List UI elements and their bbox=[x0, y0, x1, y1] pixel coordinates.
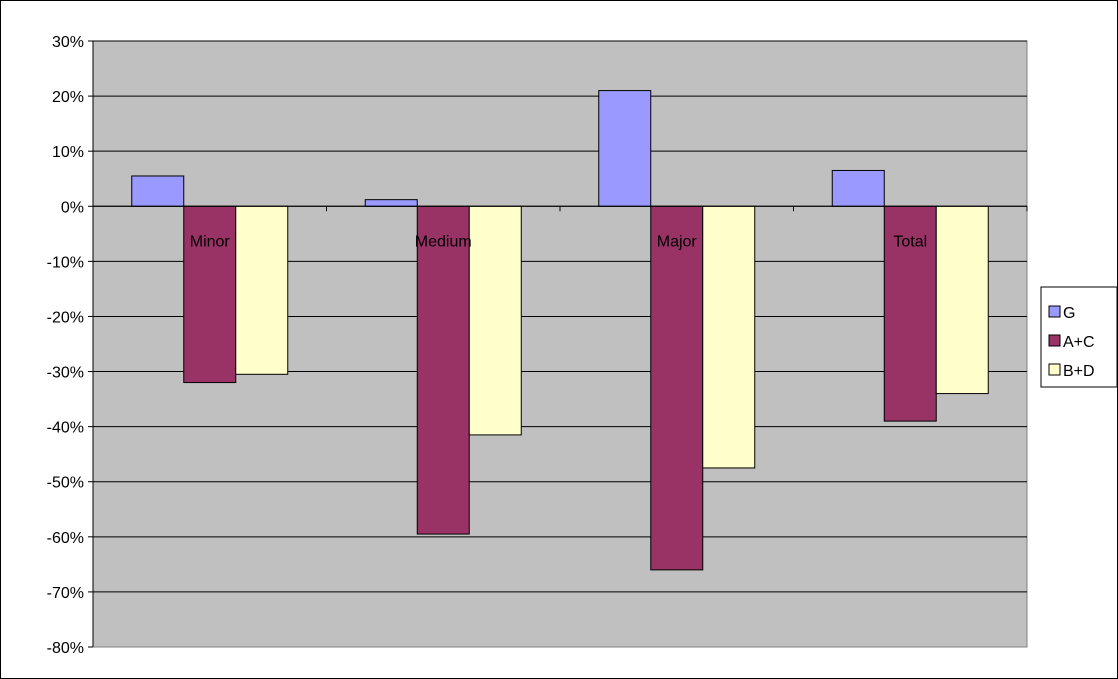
gridlines bbox=[93, 40, 1027, 593]
axes bbox=[88, 40, 1028, 648]
y-tick-label: -40% bbox=[47, 420, 84, 437]
bar-bd-minor bbox=[235, 205, 289, 375]
y-tick-label: 0% bbox=[61, 199, 84, 216]
legend-label-bd: B+D bbox=[1063, 363, 1095, 380]
bar-bd-total bbox=[935, 205, 989, 395]
y-tick-label: -50% bbox=[47, 475, 84, 492]
y-tick-label: 20% bbox=[52, 89, 84, 106]
y-tick-label: -10% bbox=[47, 254, 84, 271]
category-label-medium: Medium bbox=[415, 233, 472, 250]
y-tick-label: -80% bbox=[47, 640, 84, 657]
bar-g-total bbox=[831, 169, 885, 207]
bar-ac-medium bbox=[416, 205, 470, 535]
y-tick-label: -60% bbox=[47, 530, 84, 547]
bar-g-minor bbox=[131, 175, 185, 207]
bar-bd-medium bbox=[468, 205, 522, 436]
y-tick-label: -70% bbox=[47, 585, 84, 602]
y-tick-label: 10% bbox=[52, 144, 84, 161]
legend-swatch-g bbox=[1048, 305, 1061, 318]
legend-swatch-bd bbox=[1048, 363, 1061, 376]
bars bbox=[131, 90, 989, 571]
legend-swatch-ac bbox=[1048, 334, 1061, 347]
bar-g-medium bbox=[364, 199, 418, 207]
legend: G A+C B+D bbox=[1040, 286, 1117, 388]
y-tick-label: -20% bbox=[47, 309, 84, 326]
bar-ac-major bbox=[650, 205, 704, 571]
bar-g-major bbox=[598, 90, 652, 207]
category-label-minor: Minor bbox=[190, 233, 231, 250]
y-tick-label: -30% bbox=[47, 365, 84, 382]
bar-bd-major bbox=[702, 205, 756, 469]
category-label-major: Major bbox=[657, 233, 698, 250]
legend-label-ac: A+C bbox=[1063, 334, 1095, 351]
labels: 30% 20% 10% 0% -10% -20% -30% -40% -50% -60% -70% -… bbox=[47, 34, 928, 657]
y-tick-label: 30% bbox=[52, 34, 84, 51]
category-label-total: Total bbox=[893, 233, 927, 250]
legend-label-g: G bbox=[1063, 305, 1075, 322]
